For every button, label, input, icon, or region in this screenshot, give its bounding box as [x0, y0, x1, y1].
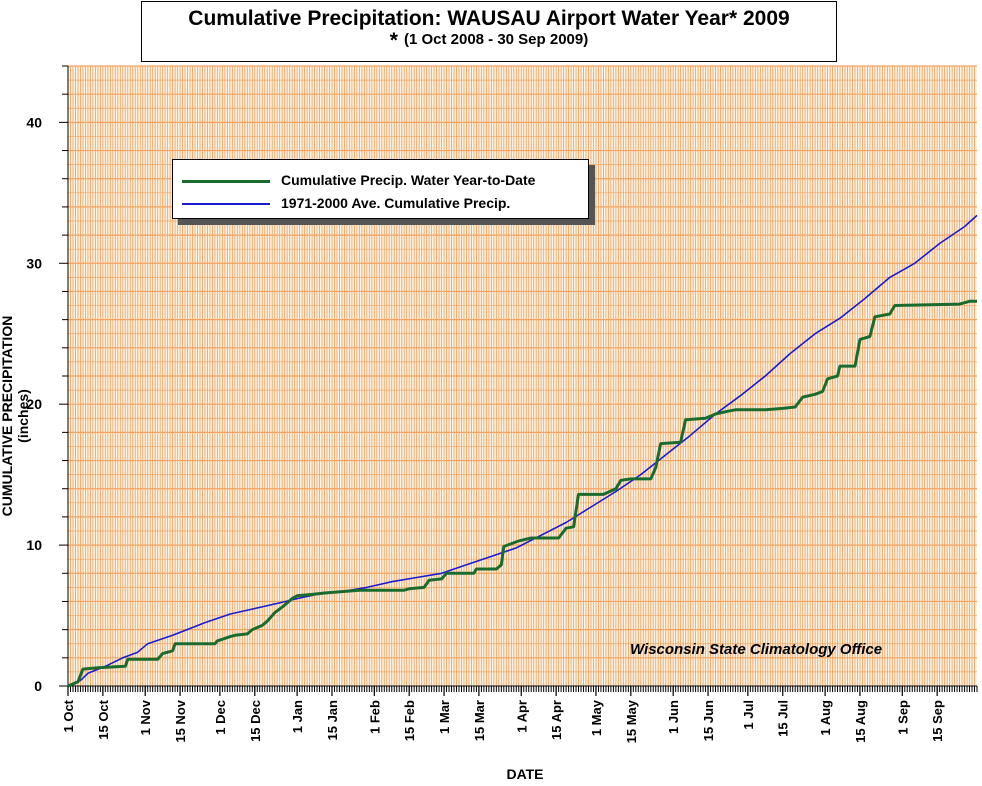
- chart-legend: Cumulative Precip. Water Year-to-Date 19…: [172, 159, 589, 219]
- x-axis-label: DATE: [506, 766, 544, 782]
- x-tick-label: 1 Jan: [290, 700, 305, 733]
- chart-subtitle: (1 Oct 2008 - 30 Sep 2009): [403, 31, 589, 48]
- x-tick-label: 1 Sep: [895, 700, 910, 735]
- x-tick-label: 15 Sep: [930, 700, 945, 742]
- legend-item-normal: 1971-2000 Ave. Cumulative Precip.: [173, 195, 588, 213]
- x-tick-label: 15 Apr: [549, 700, 564, 740]
- x-tick-label: 15 Oct: [96, 699, 111, 739]
- x-tick-label: 15 Mar: [472, 700, 487, 741]
- x-tick-label: 15 Jun: [701, 700, 716, 741]
- x-tick-label: 15 Jul: [776, 700, 791, 737]
- y-tick-label: 40: [26, 114, 42, 130]
- y-tick-label: 10: [26, 537, 42, 553]
- source-watermark: Wisconsin State Climatology Office: [630, 641, 883, 658]
- x-tick-label: 15 Nov: [173, 699, 188, 742]
- legend-swatch-observed: [182, 180, 270, 183]
- legend-swatch-normal: [182, 203, 270, 205]
- x-tick-label: 15 Jan: [325, 700, 340, 741]
- y-tick-label: 30: [26, 255, 42, 271]
- chart-title-box: Cumulative Precipitation: WAUSAU Airport…: [141, 1, 837, 62]
- legend-label-observed: Cumulative Precip. Water Year-to-Date: [281, 172, 536, 188]
- series-line-observed: [67, 299, 977, 688]
- subtitle-asterisk: *: [389, 29, 398, 52]
- x-tick-label: 1 Jun: [666, 700, 681, 734]
- x-tick-label: 1 Dec: [213, 700, 228, 735]
- legend-item-observed: Cumulative Precip. Water Year-to-Date: [173, 172, 588, 190]
- legend-label-normal: 1971-2000 Ave. Cumulative Precip.: [281, 195, 511, 211]
- x-tick-label: 15 Feb: [402, 700, 417, 741]
- series-line-normal: [67, 214, 978, 687]
- x-tick-label: 1 Feb: [367, 700, 382, 734]
- y-axis-label: CUMULATIVE PRECIPITATION (inches): [0, 315, 31, 517]
- y-tick-label: 0: [34, 678, 42, 694]
- x-tick-label: 1 Aug: [818, 700, 833, 736]
- x-tick-label: 1 Mar: [437, 700, 452, 734]
- y-tick-label: 20: [26, 396, 42, 412]
- x-tick-label: 1 Oct: [61, 699, 76, 732]
- chart-subtitle-line: * (1 Oct 2008 - 30 Sep 2009): [142, 29, 836, 52]
- x-tick-label: 1 Jul: [741, 700, 756, 730]
- x-tick-label: 1 Nov: [138, 699, 153, 735]
- x-tick-label: 15 May: [624, 699, 639, 743]
- x-tick-label: 1 May: [589, 699, 604, 736]
- chart-title: Cumulative Precipitation: WAUSAU Airport…: [188, 7, 790, 30]
- x-tick-label: 1 Apr: [514, 700, 529, 733]
- x-tick-label: 15 Aug: [853, 700, 868, 743]
- x-tick-label: 15 Dec: [248, 700, 263, 742]
